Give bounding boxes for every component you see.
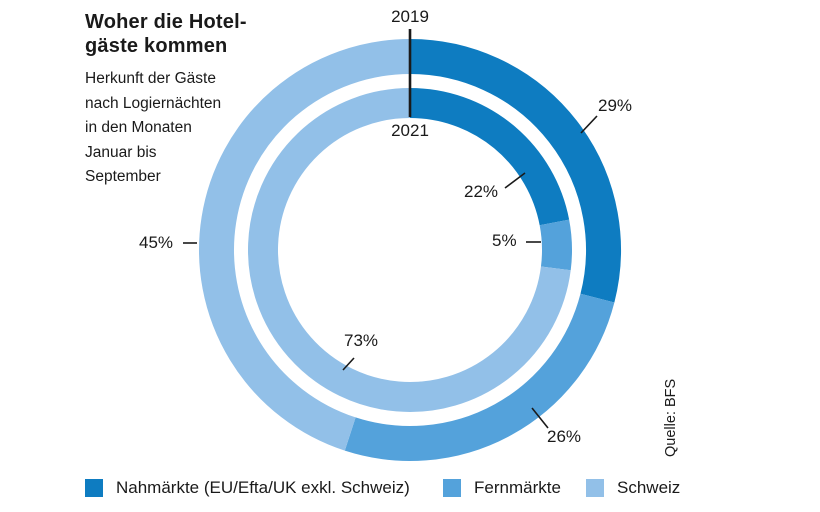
legend-label-nahmaerkte: Nahmärkte (EU/Efta/UK exkl. Schweiz) bbox=[116, 478, 410, 497]
legend-item-schweiz: Schweiz bbox=[586, 478, 680, 498]
label-outer-fernmaerkte: 26% bbox=[547, 427, 582, 446]
chart-subtitle: Herkunft der Gäste nach Logiernächten in… bbox=[85, 67, 315, 190]
legend-item-fernmaerkte: Fernmärkte bbox=[443, 478, 561, 498]
year-label-2019: 2019 bbox=[391, 7, 429, 26]
legend-label-schweiz: Schweiz bbox=[617, 478, 681, 497]
pointer-73 bbox=[342, 357, 355, 371]
title-block: Woher die Hotel- gäste kommen Herkunft d… bbox=[85, 10, 315, 190]
legend-label-fernmaerkte: Fernmärkte bbox=[474, 478, 561, 497]
title-line-1: Woher die Hotel- bbox=[85, 11, 247, 33]
subtitle-line-3: in den Monaten bbox=[85, 119, 192, 136]
pointer-22 bbox=[504, 172, 526, 189]
subtitle-line-1: Herkunft der Gäste bbox=[85, 70, 216, 87]
subtitle-line-4: Januar bis bbox=[85, 143, 157, 161]
segment-2021-2 bbox=[248, 88, 571, 412]
legend-item-nahmaerkte: Nahmärkte (EU/Efta/UK exkl. Schweiz) bbox=[85, 478, 410, 498]
subtitle-line-5: September bbox=[85, 168, 161, 185]
pointer-lines bbox=[183, 29, 598, 429]
year-label-2021: 2021 bbox=[391, 121, 429, 140]
segment-2019-0 bbox=[409, 39, 621, 303]
segment-2019-1 bbox=[344, 293, 615, 461]
page-title: Woher die Hotel- gäste kommen bbox=[85, 10, 315, 58]
legend-swatch-schweiz-icon bbox=[586, 479, 604, 497]
source-note: Quelle: BFS bbox=[663, 378, 679, 457]
label-inner-fernmaerkte: 5% bbox=[492, 231, 517, 250]
subtitle-line-2: nach Logiernächten bbox=[85, 94, 222, 112]
label-inner-schweiz: 73% bbox=[344, 331, 379, 350]
label-inner-nahmaerkte: 22% bbox=[464, 182, 499, 201]
pointer-29 bbox=[580, 115, 598, 134]
donut-rings bbox=[199, 39, 621, 461]
legend-swatch-fernmaerkte-icon bbox=[443, 479, 461, 497]
segment-2021-1 bbox=[539, 219, 572, 271]
segment-2021-0 bbox=[409, 88, 570, 226]
label-outer-nahmaerkte: 29% bbox=[598, 96, 633, 115]
legend-swatch-nahmaerkte-icon bbox=[85, 479, 103, 497]
segment-2019-2 bbox=[199, 39, 411, 451]
pointer-26 bbox=[531, 407, 549, 429]
label-outer-schweiz: 45% bbox=[139, 233, 174, 252]
title-line-2: gäste kommen bbox=[85, 35, 228, 57]
